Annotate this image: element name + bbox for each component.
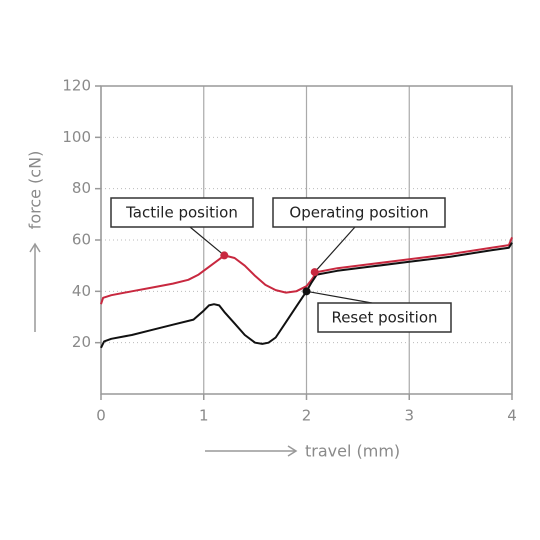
- x-tick-label: 1: [199, 407, 209, 425]
- annotation-box: [272, 197, 446, 228]
- grid: [100, 85, 513, 394]
- annotation-point: [220, 251, 229, 260]
- leader-line: [189, 226, 225, 256]
- x-axis-label: travel (mm): [305, 442, 400, 461]
- annotation-box: [317, 302, 452, 333]
- annotation-point: [310, 268, 319, 277]
- leader-line: [314, 226, 356, 273]
- y-tick-label: 100: [62, 128, 91, 146]
- y-tick-label: 20: [72, 333, 91, 351]
- annotation-box: [110, 197, 254, 228]
- annotation-text: Tactile position: [125, 204, 238, 222]
- x-tick-label: 3: [404, 407, 414, 425]
- x-tick-label: 4: [507, 407, 517, 425]
- annotation-text: Operating position: [289, 204, 428, 222]
- line-series: [100, 242, 513, 349]
- y-axis-label: force (cN): [26, 151, 45, 230]
- y-tick-label: 40: [72, 282, 91, 300]
- x-tick-label: 2: [302, 407, 312, 425]
- y-tick-label: 80: [72, 179, 91, 197]
- annotation-text: Reset position: [331, 309, 437, 327]
- x-tick-label: 0: [96, 407, 106, 425]
- y-arrow-head: [29, 242, 41, 253]
- leader-line: [306, 290, 373, 304]
- line-series: [100, 237, 513, 305]
- y-tick-label: 60: [72, 231, 91, 249]
- annotation-point: [302, 287, 311, 296]
- y-tick-label: 120: [62, 77, 91, 95]
- x-arrow-head: [287, 445, 298, 457]
